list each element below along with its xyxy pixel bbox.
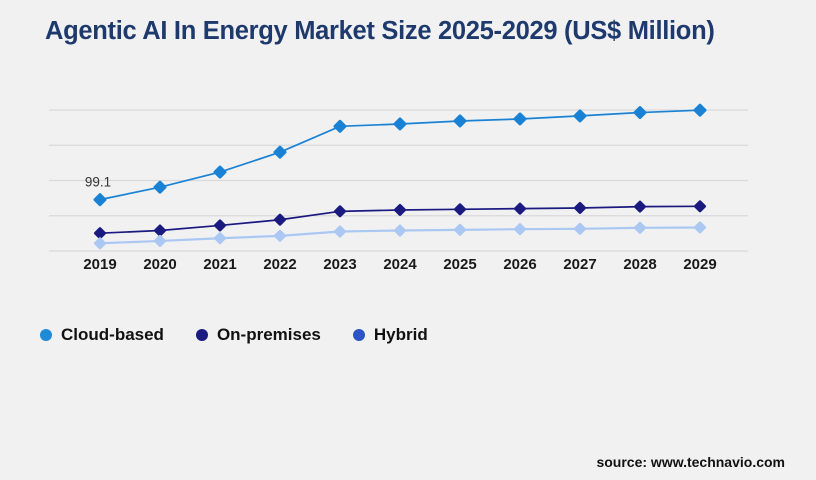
data-point-marker (513, 112, 527, 126)
legend-item-label: Hybrid (373, 325, 428, 344)
data-point-marker (94, 227, 106, 240)
data-point-marker (514, 202, 526, 215)
x-axis-label: 2020 (143, 256, 176, 273)
legend-item-on-premises: On-premises (195, 325, 321, 345)
data-point-marker (634, 200, 646, 213)
source-credit: source: www.technavio.com (596, 454, 785, 470)
data-point-marker (694, 200, 706, 213)
on-premises-dot-icon (195, 329, 208, 341)
data-point-marker (394, 224, 406, 237)
cloud-based-dot-icon (40, 329, 52, 341)
data-point-marker (333, 119, 347, 133)
page-title: Agentic AI In Energy Market Size 2025-20… (45, 17, 715, 45)
data-point-marker (93, 193, 107, 207)
hybrid-dot-icon (352, 329, 365, 341)
data-point-marker (454, 223, 466, 236)
x-axis-label: 2024 (383, 256, 417, 273)
x-axis-label: 2021 (203, 256, 236, 273)
data-point-marker (514, 223, 526, 236)
legend-item-cloud-based: Cloud-based (40, 325, 164, 345)
data-point-marker (153, 180, 167, 194)
data-point-marker (633, 106, 647, 120)
data-label: 99.1 (85, 175, 111, 190)
chart-legend: Cloud-based On-premises Hybrid (40, 325, 428, 345)
data-point-marker (274, 229, 286, 242)
data-point-marker (154, 234, 166, 247)
data-point-marker (693, 103, 707, 117)
data-point-marker (574, 222, 586, 235)
legend-item-label: On-premises (216, 325, 321, 344)
x-axis-label: 2025 (443, 256, 476, 273)
x-axis-label: 2023 (323, 256, 356, 273)
data-point-marker (334, 205, 346, 218)
data-point-marker (574, 201, 586, 214)
data-point-marker (393, 117, 407, 131)
data-point-marker (214, 219, 226, 232)
data-point-marker (214, 232, 226, 245)
data-point-marker (453, 114, 467, 128)
data-point-marker (94, 237, 106, 250)
data-point-marker (573, 109, 587, 123)
data-point-marker (213, 165, 227, 179)
x-axis-label: 2022 (263, 256, 296, 273)
data-point-marker (334, 225, 346, 238)
data-point-marker (273, 145, 287, 159)
x-axis-label: 2019 (83, 256, 116, 273)
x-axis-label: 2028 (623, 256, 656, 273)
data-point-marker (154, 224, 166, 237)
legend-item-label: Cloud-based (61, 325, 164, 344)
data-point-marker (274, 213, 286, 226)
data-point-marker (694, 221, 706, 234)
x-axis-label: 2027 (563, 256, 596, 273)
x-axis-label: 2029 (683, 256, 716, 273)
legend-item-hybrid: Hybrid (352, 325, 428, 345)
x-axis-label: 2026 (503, 256, 536, 273)
data-point-marker (394, 203, 406, 216)
line-chart: 2019 2020 2021 2022 2023 2024 2025 2026 2027 2028… (49, 103, 748, 273)
data-point-marker (454, 203, 466, 216)
data-point-marker (634, 221, 646, 234)
chart-area: 2019 2020 2021 2022 2023 2024 2025 2026 2027 2028… (0, 85, 816, 285)
